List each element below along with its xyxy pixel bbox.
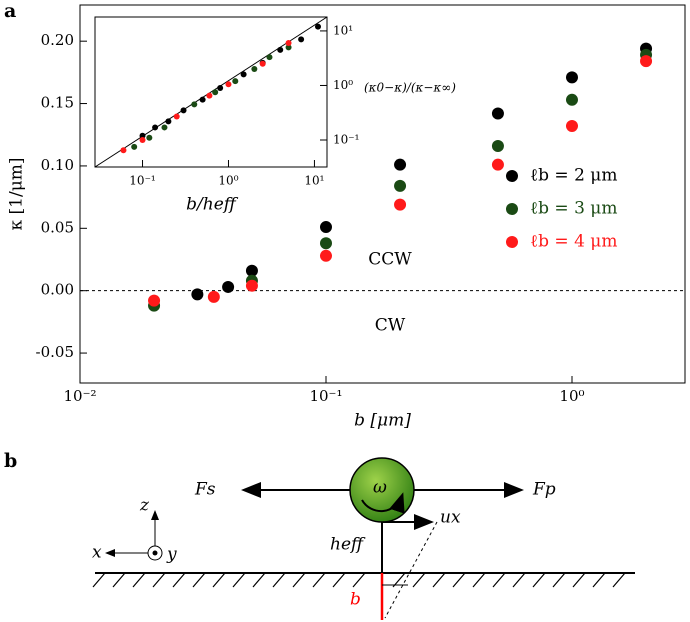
annotation: CW — [375, 316, 406, 336]
data-point — [207, 290, 220, 303]
data-point — [139, 137, 146, 144]
inset-background — [90, 12, 360, 212]
data-point — [180, 107, 187, 114]
data-point — [199, 96, 206, 103]
data-point — [232, 78, 239, 85]
label-fs: Fs — [194, 480, 216, 500]
data-point — [206, 92, 213, 99]
data-point — [217, 84, 224, 91]
label-y: y — [166, 545, 177, 565]
data-point — [319, 221, 332, 234]
y-tick-label: 10¹ — [333, 23, 353, 37]
data-point — [319, 249, 332, 262]
legend-label: ℓb = 4 μm — [530, 232, 617, 252]
data-point — [285, 40, 292, 47]
data-point — [319, 237, 332, 250]
data-point — [298, 36, 305, 43]
data-point — [131, 143, 138, 150]
y-tick-label: -0.05 — [36, 343, 74, 361]
data-point — [394, 198, 407, 211]
data-point — [491, 158, 504, 171]
x-tick-label: 10¹ — [304, 174, 324, 188]
data-point — [314, 23, 321, 30]
data-point — [491, 139, 504, 152]
x-tick-label: 10⁻² — [63, 387, 96, 405]
label-z: z — [139, 496, 150, 516]
y-tick-label: 0.05 — [41, 218, 74, 236]
x-tick-label: 10⁰ — [559, 387, 584, 405]
label-omega: ω — [373, 478, 387, 498]
x-tick-label: 10⁻¹ — [309, 387, 342, 405]
data-point — [285, 44, 292, 51]
label-ux: ux — [440, 508, 461, 528]
data-point — [165, 118, 172, 125]
x-axis-label: b [μm] — [354, 411, 411, 431]
label-heff: heff — [330, 535, 366, 555]
annotation: CCW — [368, 250, 412, 270]
plot-frame — [79, 4, 686, 384]
data-point — [277, 46, 284, 53]
y-tick-label: 0.20 — [41, 31, 74, 49]
diagram — [92, 457, 635, 620]
data-point — [120, 147, 127, 154]
y-tick-label: 10⁰ — [333, 78, 353, 92]
data-point — [565, 93, 578, 106]
data-point — [240, 71, 247, 78]
data-point — [565, 120, 578, 133]
data-point — [222, 280, 235, 293]
x-tick-label: 10⁰ — [218, 174, 238, 188]
x-axis-label: b/heff — [186, 195, 239, 215]
data-point — [146, 134, 153, 141]
data-point — [148, 294, 161, 307]
data-point — [245, 264, 258, 277]
x-tick-label: 10⁻¹ — [129, 174, 155, 188]
label-x: x — [92, 543, 102, 563]
data-point — [212, 89, 219, 96]
legend-marker — [506, 203, 518, 215]
y-axis-label: κ [1/μm] — [7, 157, 27, 230]
data-point — [394, 179, 407, 192]
data-point — [191, 101, 198, 108]
panel-label: b — [4, 450, 17, 472]
y-tick-label: 10⁻¹ — [333, 133, 359, 147]
data-point — [225, 81, 232, 88]
data-point — [491, 107, 504, 120]
data-point — [565, 71, 578, 84]
y-axis-label: (κ0−κ)/(κ−κ∞) — [364, 81, 456, 95]
data-point — [640, 55, 653, 68]
legend-marker — [506, 236, 518, 248]
data-point — [173, 113, 180, 120]
data-point — [266, 54, 273, 61]
label-fp: Fp — [532, 480, 556, 500]
legend-label: ℓb = 3 μm — [530, 199, 617, 219]
data-point — [191, 288, 204, 301]
data-point — [161, 124, 168, 131]
data-point — [259, 60, 266, 67]
data-point — [245, 279, 258, 292]
panel-label: a — [4, 0, 16, 22]
y-tick-label: 0.00 — [41, 281, 74, 299]
label-b: b — [350, 590, 361, 610]
data-point — [394, 158, 407, 171]
y-tick-label: 0.10 — [41, 156, 74, 174]
plot-frame — [94, 16, 328, 168]
data-point — [152, 124, 159, 131]
y-tick-label: 0.15 — [41, 94, 74, 112]
data-point — [139, 132, 146, 139]
legend-marker — [506, 170, 518, 182]
legend-label: ℓb = 2 μm — [530, 166, 617, 186]
data-point — [251, 66, 258, 73]
